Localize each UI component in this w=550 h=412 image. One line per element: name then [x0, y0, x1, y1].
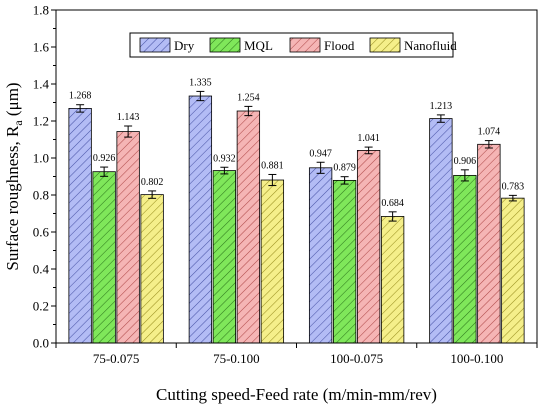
- bar-nanofluid: [140, 194, 164, 344]
- bar-flood: [236, 110, 261, 344]
- y-tick-label: 1.6: [33, 40, 50, 55]
- bar-nanofluid: [501, 197, 525, 344]
- data-label: 1.041: [357, 133, 380, 144]
- bar-mql: [92, 171, 116, 344]
- x-tick-label: 75-0.075: [93, 351, 140, 366]
- y-tick-label: 1.2: [33, 114, 49, 129]
- data-label: 0.947: [309, 148, 332, 159]
- legend-swatch-dry: [139, 37, 171, 53]
- bar-nanofluid: [260, 179, 285, 344]
- data-label: 0.881: [261, 160, 284, 171]
- data-label: 1.074: [478, 127, 501, 138]
- data-label: 1.268: [69, 91, 92, 102]
- bars-layer: [68, 95, 525, 344]
- legend-swatch-nanofluid: [369, 37, 401, 53]
- legend-label-flood: Flood: [324, 38, 355, 53]
- bar-nanofluid: [380, 216, 405, 344]
- data-label: 0.926: [93, 153, 116, 164]
- y-tick-label: 0.2: [33, 299, 49, 314]
- bar-dry: [429, 118, 453, 344]
- data-label: 1.335: [189, 77, 212, 88]
- legend: Dry MQL Flood Nanofluid: [129, 32, 457, 58]
- data-label: 0.684: [381, 198, 404, 209]
- data-label: 0.802: [141, 177, 164, 188]
- y-tick-label: 1.4: [33, 77, 50, 92]
- x-axis-title: Cutting speed-Feed rate (m/min-mm/rev): [156, 385, 437, 404]
- bar-flood: [477, 143, 501, 344]
- x-tick-label: 100-0.075: [330, 351, 383, 366]
- bar-mql: [453, 174, 477, 344]
- bar-mql: [332, 179, 357, 344]
- data-label: 1.213: [430, 101, 453, 112]
- legend-swatch-flood: [289, 37, 321, 53]
- legend-label-nanofluid: Nanofluid: [404, 38, 457, 53]
- y-tick-label: 0.0: [33, 336, 49, 351]
- y-axis-title-main: Surface roughness, R: [3, 125, 22, 271]
- bar-flood: [116, 131, 140, 344]
- y-tick-label: 1.8: [33, 3, 49, 18]
- y-axis: 0.0 0.2 0.4 0.6 0.8 1.0 1.2 1.4 1.6 1.8: [33, 3, 56, 351]
- data-label: 0.879: [333, 163, 356, 174]
- y-tick-label: 0.8: [33, 188, 49, 203]
- data-label: 0.783: [502, 181, 525, 192]
- legend-swatch-mql: [209, 37, 241, 53]
- y-tick-label: 0.6: [33, 225, 50, 240]
- legend-label-dry: Dry: [174, 38, 195, 53]
- data-label: 0.906: [454, 156, 477, 167]
- bar-dry: [308, 167, 333, 344]
- y-axis-title: Surface roughness, Ra (μm): [3, 82, 25, 270]
- bar-dry: [68, 108, 92, 344]
- data-label: 1.143: [117, 112, 140, 123]
- data-labels-layer: 1.268 0.926 1.143 0.802 1.335 0.932 1.254 0.881…: [69, 77, 524, 208]
- y-tick-label: 1.0: [33, 151, 49, 166]
- x-tick-label: 100-0.100: [450, 351, 503, 366]
- y-tick-label: 0.4: [33, 262, 50, 277]
- legend-label-mql: MQL: [244, 38, 273, 53]
- y-axis-title-subscript: a: [11, 120, 25, 126]
- data-label: 0.932: [213, 153, 236, 164]
- y-axis-title-unit: (μm): [3, 82, 22, 120]
- bar-dry: [188, 95, 213, 344]
- x-axis: 75-0.075 75-0.100 100-0.075 100-0.100: [55, 343, 538, 366]
- data-label: 1.254: [237, 92, 260, 103]
- x-tick-label: 75-0.100: [213, 351, 260, 366]
- bar-mql: [212, 170, 237, 344]
- bar-flood: [356, 150, 381, 344]
- error-bars-layer: [76, 90, 517, 222]
